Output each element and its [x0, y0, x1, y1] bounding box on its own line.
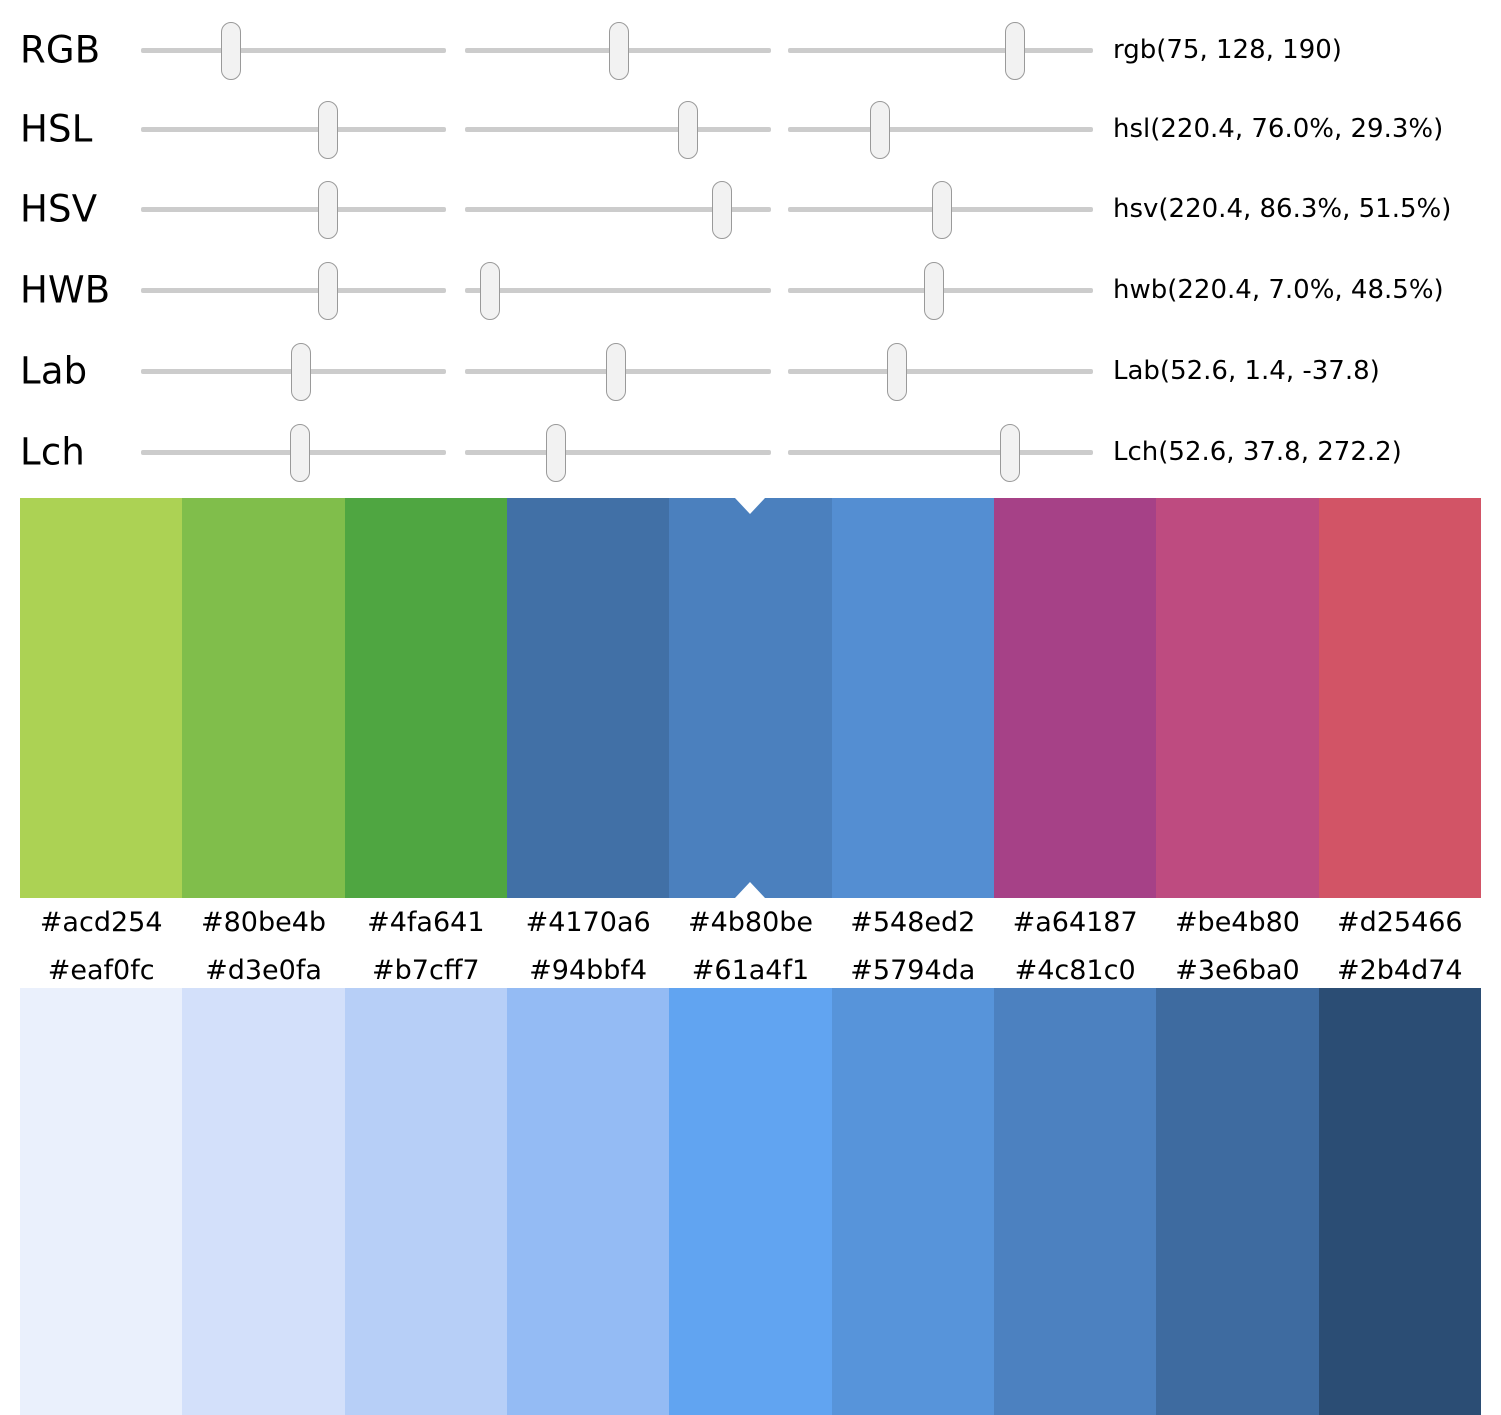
slider-track-rgb-r[interactable]	[141, 21, 446, 80]
color-swatch[interactable]	[1318, 498, 1481, 898]
hex-label[interactable]: #61a4f1	[691, 955, 810, 986]
color-value-text: hsl(220.4, 76.0%, 29.3%)	[1113, 114, 1444, 144]
slider-handle-lab-b[interactable]	[886, 342, 907, 401]
slider-track-hwb-b[interactable]	[788, 261, 1093, 320]
color-swatch[interactable]	[1156, 498, 1319, 898]
hex-label[interactable]: #5794da	[850, 955, 976, 986]
slider-handle-lch-L[interactable]	[290, 423, 311, 482]
slider-handle-hsv-h[interactable]	[317, 180, 338, 239]
slider-track-rgb-b[interactable]	[788, 21, 1093, 80]
hex-label[interactable]: #3e6ba0	[1175, 955, 1300, 986]
hex-label[interactable]: #2b4d74	[1336, 955, 1463, 986]
slider-row-lab: Lab Lab(52.6, 1.4, -37.8)	[0, 341, 1501, 401]
hex-label[interactable]: #d25466	[1336, 907, 1463, 938]
slider-track-lch-h[interactable]	[788, 423, 1093, 482]
swatch-strip-hue	[20, 498, 1481, 898]
color-space-label: Lch	[20, 430, 86, 474]
color-space-label: RGB	[20, 28, 101, 72]
swatch-strip-lightness	[20, 988, 1481, 1415]
color-swatch[interactable]	[344, 498, 507, 898]
color-swatch[interactable]	[669, 498, 832, 898]
slider-row-rgb: RGB rgb(75, 128, 190)	[0, 20, 1501, 80]
slider-track-lab-L[interactable]	[141, 342, 446, 401]
selected-marker-up-icon	[735, 882, 766, 898]
slider-handle-hsl-h[interactable]	[317, 100, 338, 159]
hex-label[interactable]: #d3e0fa	[205, 955, 322, 986]
hex-label[interactable]: #94bbf4	[529, 955, 648, 986]
slider-handle-hsv-v[interactable]	[932, 180, 953, 239]
slider-track-hsv-s[interactable]	[465, 180, 771, 239]
slider-track-hwb-h[interactable]	[141, 261, 446, 320]
color-swatch[interactable]	[993, 498, 1157, 898]
slider-track-hwb-w[interactable]	[465, 261, 771, 320]
color-swatch[interactable]	[993, 988, 1157, 1415]
slider-track-rgb-g[interactable]	[465, 21, 771, 80]
slider-track-lch-c[interactable]	[465, 423, 771, 482]
color-space-label: HSL	[20, 107, 93, 151]
slider-handle-lch-h[interactable]	[1000, 423, 1021, 482]
color-swatch[interactable]	[182, 988, 345, 1415]
slider-row-lch: Lch Lch(52.6, 37.8, 272.2)	[0, 422, 1501, 482]
slider-handle-hsv-s[interactable]	[712, 180, 733, 239]
hex-label[interactable]: #be4b80	[1174, 907, 1300, 938]
color-swatch[interactable]	[1318, 988, 1481, 1415]
slider-track-hsv-h[interactable]	[141, 180, 446, 239]
hex-label[interactable]: #4fa641	[367, 907, 485, 938]
color-space-label: HWB	[20, 268, 111, 312]
slider-track-lch-L[interactable]	[141, 423, 446, 482]
color-swatch[interactable]	[506, 988, 670, 1415]
slider-row-hwb: HWB hwb(220.4, 7.0%, 48.5%)	[0, 260, 1501, 320]
hex-label[interactable]: #80be4b	[200, 907, 327, 938]
hex-label-row-lightness: #eaf0fc #d3e0fa #b7cff7 #94bbf4 #61a4f1 #5794…	[20, 948, 1481, 993]
slider-handle-lch-c[interactable]	[545, 423, 566, 482]
color-swatch[interactable]	[831, 988, 994, 1415]
slider-row-hsv: HSV hsv(220.4, 86.3%, 51.5%)	[0, 179, 1501, 239]
selected-marker-down-icon	[735, 498, 766, 514]
hex-label[interactable]: #b7cff7	[372, 955, 480, 986]
color-space-label: HSV	[20, 187, 98, 231]
color-space-slider-panel: RGB rgb(75, 128, 190) HSL hsl(220.4, 76.0%,…	[0, 0, 1501, 490]
slider-track-hsl-h[interactable]	[141, 100, 446, 159]
slider-track-lab-a[interactable]	[465, 342, 771, 401]
color-value-text: Lch(52.6, 37.8, 272.2)	[1113, 437, 1402, 467]
hex-label[interactable]: #a64187	[1012, 907, 1138, 938]
color-value-text: Lab(52.6, 1.4, -37.8)	[1113, 356, 1380, 386]
hex-label-row-hue: #acd254 #80be4b #4fa641 #4170a6 #4b80be #548e…	[20, 900, 1481, 945]
color-swatch[interactable]	[831, 498, 994, 898]
slider-handle-rgb-g[interactable]	[608, 21, 629, 80]
slider-track-hsl-s[interactable]	[465, 100, 771, 159]
slider-handle-hwb-b[interactable]	[924, 261, 945, 320]
slider-track-lab-b[interactable]	[788, 342, 1093, 401]
slider-handle-hsl-s[interactable]	[678, 100, 699, 159]
hex-label[interactable]: #548ed2	[850, 907, 976, 938]
hex-label[interactable]: #acd254	[39, 907, 163, 938]
color-swatch[interactable]	[506, 498, 670, 898]
slider-row-hsl: HSL hsl(220.4, 76.0%, 29.3%)	[0, 99, 1501, 159]
slider-track-hsl-l[interactable]	[788, 100, 1093, 159]
slider-track-hsv-v[interactable]	[788, 180, 1093, 239]
color-swatch[interactable]	[1156, 988, 1319, 1415]
slider-handle-lab-L[interactable]	[291, 342, 312, 401]
slider-handle-rgb-r[interactable]	[220, 21, 241, 80]
color-swatch[interactable]	[344, 988, 507, 1415]
color-swatch[interactable]	[669, 988, 832, 1415]
color-swatch[interactable]	[20, 988, 183, 1415]
color-value-text: rgb(75, 128, 190)	[1113, 35, 1342, 65]
color-value-text: hsv(220.4, 86.3%, 51.5%)	[1113, 194, 1452, 224]
slider-handle-hwb-w[interactable]	[480, 261, 501, 320]
color-swatch[interactable]	[182, 498, 345, 898]
color-value-text: hwb(220.4, 7.0%, 48.5%)	[1113, 275, 1444, 305]
color-swatch[interactable]	[20, 498, 183, 898]
slider-handle-hsl-l[interactable]	[870, 100, 891, 159]
hex-label[interactable]: #eaf0fc	[47, 955, 155, 986]
slider-handle-lab-a[interactable]	[606, 342, 627, 401]
color-space-label: Lab	[20, 349, 88, 393]
hex-label[interactable]: #4170a6	[525, 907, 651, 938]
slider-handle-hwb-h[interactable]	[317, 261, 338, 320]
slider-handle-rgb-b[interactable]	[1005, 21, 1026, 80]
hex-label[interactable]: #4c81c0	[1014, 955, 1136, 986]
hex-label[interactable]: #4b80be	[687, 907, 813, 938]
